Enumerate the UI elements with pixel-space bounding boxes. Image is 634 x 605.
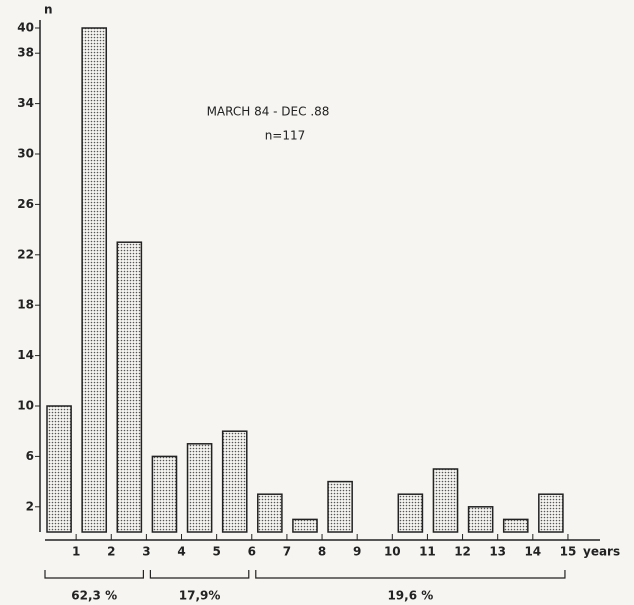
y-tick-label: 34 (17, 96, 34, 110)
bar (116, 241, 143, 533)
group-bracket (44, 570, 144, 579)
bar (151, 455, 178, 533)
chart-title: MARCH 84 - DEC .88 (207, 105, 330, 119)
y-tick-label: 38 (17, 46, 34, 60)
y-tick-label: 30 (17, 147, 34, 161)
x-tick-label: 11 (419, 545, 436, 559)
x-tick-label: 7 (283, 545, 291, 559)
group-label: 62,3 % (71, 589, 117, 603)
y-tick-label: 18 (17, 298, 34, 312)
bar (292, 518, 318, 533)
bar (538, 493, 564, 533)
bar (467, 506, 494, 533)
bar (397, 493, 424, 533)
y-tick-label: 40 (17, 21, 34, 35)
x-tick-label: 5 (212, 545, 220, 559)
x-tick-label: 15 (560, 545, 577, 559)
group-bracket (255, 570, 566, 579)
bar (46, 405, 72, 533)
x-tick-label: 13 (489, 545, 506, 559)
y-tick-label: 6 (26, 449, 34, 463)
x-tick-label: 2 (107, 545, 115, 559)
x-tick-label: 9 (353, 545, 361, 559)
x-tick-label: 6 (248, 545, 256, 559)
y-tick-label: 10 (17, 399, 34, 413)
bar (327, 480, 353, 533)
x-tick-label: 10 (384, 545, 401, 559)
x-tick-label: 8 (318, 545, 326, 559)
group-label: 17,9% (179, 589, 221, 603)
x-tick-label: 1 (72, 545, 80, 559)
x-axis-label: years (583, 545, 620, 559)
group-label: 19,6 % (387, 589, 433, 603)
y-tick-label: 14 (17, 348, 34, 362)
y-axis-label: n (44, 3, 53, 17)
bar (502, 518, 529, 533)
x-tick-label: 3 (142, 545, 150, 559)
bar (432, 468, 459, 533)
x-tick-label: 14 (524, 545, 541, 559)
x-tick-label: 12 (454, 545, 471, 559)
x-tick-label: 4 (177, 545, 185, 559)
y-tick-label: 22 (17, 247, 34, 261)
bar (81, 27, 108, 533)
chart-subtitle: n=117 (265, 129, 306, 143)
y-tick-label: 2 (26, 499, 34, 513)
bar (221, 430, 248, 533)
group-bracket (149, 570, 250, 579)
y-tick-label: 26 (17, 197, 34, 211)
bar (257, 493, 283, 533)
bar (186, 443, 213, 533)
